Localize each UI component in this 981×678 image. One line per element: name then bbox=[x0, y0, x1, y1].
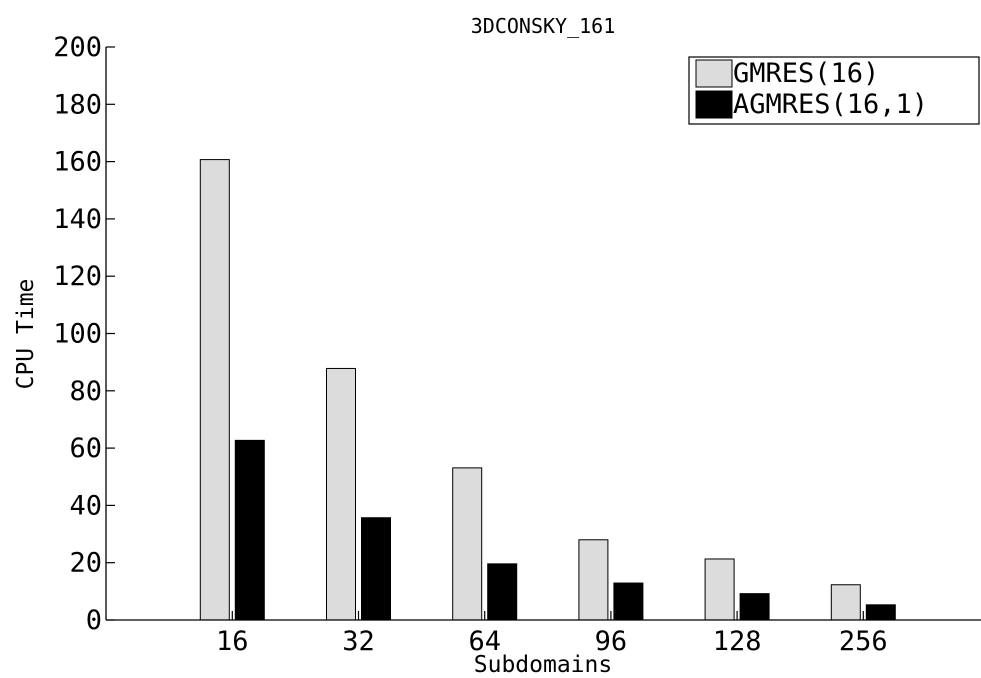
x-axis: 16 32 64 96 128 256 bbox=[106, 611, 981, 657]
y-tick-label: 160 bbox=[53, 147, 102, 178]
y-tick-label: 80 bbox=[69, 376, 102, 407]
y-tick-label: 60 bbox=[69, 433, 102, 464]
chart-title: 3DCONSKY_161 bbox=[471, 14, 616, 38]
x-tick-label: 32 bbox=[342, 626, 375, 657]
x-tick-label: 256 bbox=[839, 626, 888, 657]
bar-gmres-128 bbox=[704, 558, 735, 621]
legend-label-agmres: AGMRES(16,1) bbox=[733, 89, 928, 120]
x-tick-label: 64 bbox=[468, 626, 501, 657]
bar-gmres-16 bbox=[199, 159, 230, 621]
y-axis: 0 20 40 60 80 100 120 140 160 180 200 bbox=[53, 32, 115, 636]
y-tick-label: 100 bbox=[53, 319, 102, 350]
bar-agmres-128 bbox=[739, 593, 770, 621]
legend-swatch-agmres bbox=[695, 90, 733, 119]
bar-gmres-32 bbox=[326, 367, 356, 621]
y-tick-label: 200 bbox=[53, 32, 102, 63]
x-axis-label: Subdomains bbox=[474, 652, 612, 678]
y-tick-label: 120 bbox=[53, 261, 102, 292]
y-tick-label: 40 bbox=[69, 490, 102, 521]
bars-group bbox=[199, 159, 896, 621]
bar-gmres-64 bbox=[452, 467, 483, 621]
legend: GMRES(16)AGMRES(16,1) bbox=[688, 56, 980, 125]
bar-gmres-96 bbox=[578, 539, 609, 621]
y-tick-label: 20 bbox=[69, 548, 102, 579]
bar-agmres-256 bbox=[865, 604, 896, 621]
x-tick-label: 96 bbox=[595, 626, 628, 657]
legend-box bbox=[688, 56, 980, 125]
x-tick-label: 128 bbox=[713, 626, 762, 657]
bar-agmres-32 bbox=[361, 517, 391, 621]
bar-agmres-64 bbox=[487, 563, 518, 621]
bar-agmres-96 bbox=[613, 582, 644, 621]
y-tick-label: 140 bbox=[53, 204, 102, 235]
bar-gmres-256 bbox=[830, 584, 861, 621]
y-axis-label: CPU Time bbox=[13, 279, 39, 390]
x-tick-label: 16 bbox=[216, 626, 249, 657]
bar-agmres-16 bbox=[234, 439, 265, 621]
legend-swatch-gmres bbox=[695, 59, 733, 88]
y-tick-label: 180 bbox=[53, 89, 102, 120]
y-tick-label: 0 bbox=[86, 605, 102, 636]
legend-label-gmres: GMRES(16) bbox=[733, 58, 879, 89]
